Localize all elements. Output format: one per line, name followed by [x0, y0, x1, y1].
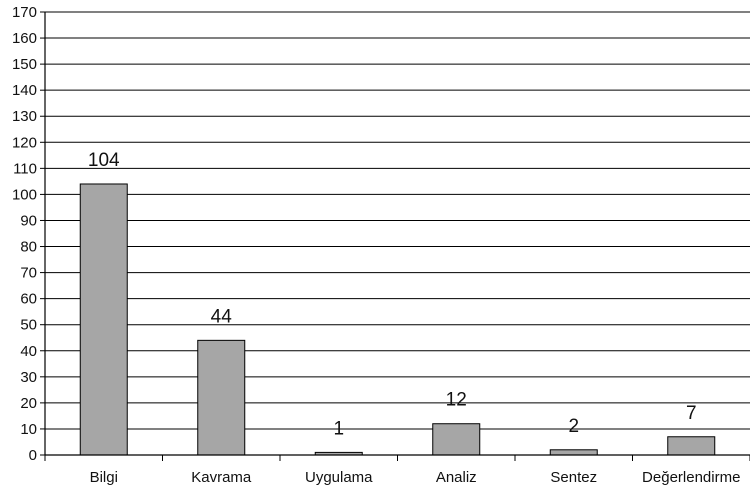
y-tick-label: 20: [20, 395, 37, 412]
bar-analiz: [432, 423, 481, 456]
x-category-label: Bilgi: [90, 469, 118, 486]
y-tick-label: 140: [12, 82, 37, 99]
gridlines: [45, 11, 750, 430]
y-tick-label: 50: [20, 317, 37, 334]
x-category-labels: Bilgi Kavrama Uygulama Analiz Sentez Değerlen…: [90, 469, 741, 486]
y-tick-label: 10: [20, 421, 37, 438]
y-tick-label: 100: [12, 186, 37, 203]
y-tick-labels: 0 10 20 30 40 50 60 70 80 90 100 110 120 130 140 150 160…: [12, 4, 37, 464]
data-label: 104: [88, 150, 120, 171]
data-label: 2: [568, 416, 579, 437]
y-tick-label: 40: [20, 343, 37, 360]
y-tick-label: 110: [13, 160, 37, 177]
bar-sentez: [549, 449, 598, 456]
y-tick-label: 170: [12, 4, 37, 21]
x-category-label: Değerlendirme: [642, 469, 740, 486]
x-category-label: Kavrama: [191, 469, 252, 486]
x-category-label: Uygulama: [305, 469, 373, 486]
y-tick-label: 30: [20, 369, 37, 386]
data-label: 12: [446, 390, 467, 411]
bar-değerlendirme: [667, 436, 716, 456]
data-label: 7: [686, 403, 697, 424]
bar-bilgi: [79, 183, 128, 456]
y-tick-label: 90: [20, 212, 37, 229]
y-tick-label: 80: [20, 239, 37, 256]
y-tick-label: 0: [29, 447, 37, 464]
bars: [79, 183, 716, 456]
data-label: 44: [211, 306, 233, 327]
bar-kavrama: [197, 339, 246, 456]
y-tick-label: 60: [20, 291, 37, 308]
axes: [40, 11, 750, 461]
x-category-label: Sentez: [550, 469, 597, 486]
data-labels: 104 44 1 12 2 7: [88, 150, 697, 439]
data-label: 1: [333, 418, 344, 439]
y-tick-label: 150: [12, 56, 37, 73]
y-tick-label: 70: [20, 265, 37, 282]
y-tick-label: 130: [12, 108, 37, 125]
y-tick-label: 120: [12, 134, 37, 151]
x-category-label: Analiz: [436, 469, 477, 486]
y-tick-label: 160: [12, 30, 37, 47]
